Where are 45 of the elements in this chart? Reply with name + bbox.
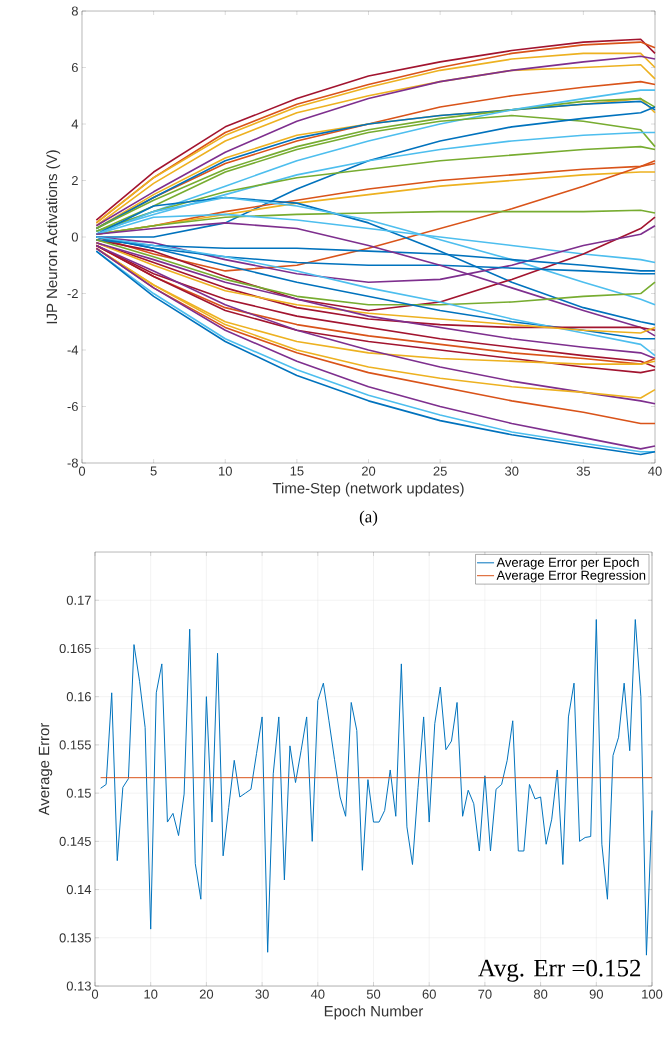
- y-tick-label: 0.14: [66, 884, 92, 895]
- y-tick-label: 0.155: [59, 740, 91, 750]
- x-tick-label: 30: [255, 989, 269, 999]
- y-tick-label: -6: [67, 401, 78, 412]
- y-tick-label: 0.145: [59, 836, 91, 846]
- x-tick-label: 5: [150, 466, 157, 476]
- y-tick-label: 0.135: [59, 933, 91, 943]
- x-tick-label: 25: [433, 466, 447, 476]
- y-tick-label: 0.13: [66, 981, 91, 991]
- x-tick-label: 40: [310, 989, 325, 999]
- x-tick-label: 30: [505, 466, 519, 476]
- legend-label: Average Error Regression: [496, 570, 646, 583]
- x-tick-label: 100: [642, 989, 663, 999]
- y-tick-label: 0.16: [66, 692, 91, 702]
- x-axis-title: Epoch Number: [324, 1005, 424, 1020]
- annotation: Avg. Err =0.152: [478, 959, 641, 982]
- y-tick-label: 0: [71, 232, 78, 242]
- y-tick-label: -4: [67, 345, 79, 355]
- y-axis-title: IJP Neuron Activations (V): [46, 150, 61, 324]
- y-tick-label: 0.165: [59, 643, 91, 654]
- x-tick-label: 70: [478, 989, 492, 999]
- x-tick-label: 80: [533, 989, 548, 999]
- x-tick-label: 60: [422, 989, 436, 999]
- y-tick-label: 6: [71, 62, 78, 73]
- x-tick-label: 0: [91, 989, 99, 999]
- x-tick-label: 40: [648, 466, 662, 476]
- x-tick-label: 20: [199, 989, 214, 999]
- text: (a): [359, 510, 378, 526]
- y-tick-label: 2: [71, 175, 78, 186]
- y-tick-label: 8: [71, 6, 78, 16]
- x-tick-label: 20: [361, 466, 376, 476]
- y-tick-label: -8: [67, 458, 78, 468]
- x-tick-label: 50: [366, 989, 381, 999]
- y-axis-title: Average Error: [38, 722, 53, 816]
- y-tick-label: 4: [71, 119, 79, 129]
- y-tick-label: 0.17: [66, 595, 91, 605]
- x-tick-label: 15: [290, 466, 304, 476]
- x-tick-label: 90: [589, 989, 603, 999]
- y-tick-label: 0.15: [66, 788, 91, 798]
- x-axis-title: Time-Step (network updates): [272, 482, 464, 497]
- x-tick-label: 10: [219, 466, 232, 476]
- x-tick-label: 10: [144, 989, 158, 999]
- x-tick-label: 35: [576, 466, 591, 476]
- y-tick-label: -2: [67, 288, 78, 299]
- legend-label: Average Error per Epoch: [496, 557, 639, 570]
